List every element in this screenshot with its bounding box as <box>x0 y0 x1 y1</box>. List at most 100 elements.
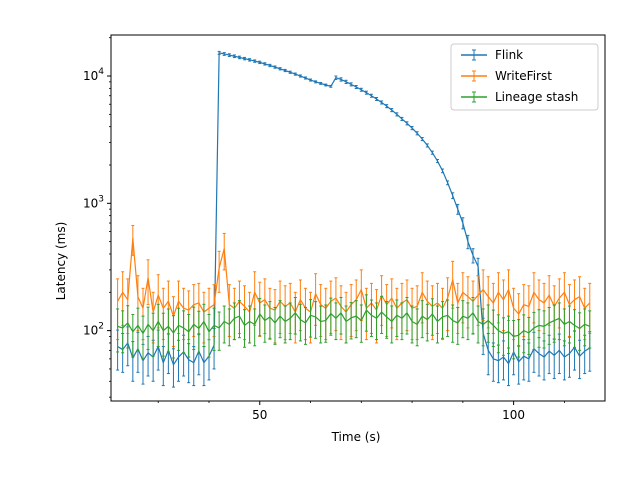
error-bar <box>263 304 267 343</box>
axes-border <box>110 34 606 402</box>
error-bar <box>537 309 541 348</box>
error-bar <box>268 301 272 339</box>
error-bar <box>395 299 399 337</box>
error-bar <box>146 259 150 306</box>
legend-entry-writefirst: WriteFirst <box>461 69 552 83</box>
error-bar <box>456 306 460 345</box>
x-axis-label: Time (s) <box>331 430 381 444</box>
error-bar <box>588 310 592 349</box>
x-tick-label: 50 <box>252 408 267 422</box>
error-bar <box>156 303 160 348</box>
legend-box <box>450 43 599 111</box>
error-bar <box>339 297 343 335</box>
x-tick-label: 100 <box>502 408 525 422</box>
error-bar <box>451 304 455 343</box>
error-bar <box>522 314 526 354</box>
legend-entry-flink: Flink <box>461 48 523 62</box>
error-bar <box>329 297 333 336</box>
error-bar <box>420 300 424 339</box>
error-bar <box>131 313 135 358</box>
error-bar <box>481 308 485 347</box>
error-bar <box>507 315 511 355</box>
error-bar <box>319 305 323 344</box>
series-lineage-stash <box>116 294 592 360</box>
error-bar <box>217 311 221 351</box>
error-bar <box>532 311 536 351</box>
error-bar <box>232 302 236 341</box>
y-tick-label: 103 <box>83 194 104 210</box>
error-bar <box>400 302 404 341</box>
legend-label-flink: Flink <box>495 48 523 62</box>
legend-entry-lineage-stash: Lineage stash <box>461 90 578 104</box>
error-bar <box>121 310 125 354</box>
error-bar <box>547 306 551 345</box>
error-bar <box>501 317 505 356</box>
error-bar <box>583 308 587 347</box>
axis-ticks: 50 100 102 103 104 <box>83 37 565 422</box>
error-bar <box>369 299 373 337</box>
y-tick-label: 104 <box>83 67 104 83</box>
error-bar <box>166 308 170 353</box>
plot-area <box>116 50 592 388</box>
error-bar <box>430 298 434 336</box>
error-bar <box>354 300 358 339</box>
error-bar <box>187 313 191 358</box>
error-bar <box>405 297 409 335</box>
error-bar <box>273 306 277 345</box>
error-bar <box>116 308 120 353</box>
series-line <box>117 309 590 338</box>
error-bar <box>517 319 521 358</box>
error-bar <box>476 305 480 344</box>
error-bar <box>557 302 561 341</box>
error-bar <box>491 309 495 348</box>
error-bar <box>446 299 450 337</box>
error-bar <box>390 305 394 344</box>
error-bar <box>309 299 313 338</box>
error-bar <box>126 305 130 349</box>
error-bar <box>248 305 252 344</box>
error-bar <box>496 314 500 354</box>
error-bar <box>182 310 186 354</box>
error-bar <box>375 302 379 341</box>
error-bar <box>486 304 490 343</box>
error-bar <box>161 312 165 357</box>
error-bar <box>278 300 282 339</box>
error-bar <box>441 301 445 339</box>
error-bar <box>562 308 566 347</box>
error-bar <box>136 307 140 351</box>
legend-label-writefirst: WriteFirst <box>495 69 552 83</box>
error-bar <box>222 305 226 344</box>
error-bar <box>171 315 175 359</box>
error-bar <box>243 309 247 348</box>
error-bar <box>552 304 556 343</box>
series-line <box>117 52 591 366</box>
error-bar <box>527 316 531 355</box>
error-bar <box>177 307 181 351</box>
error-bar <box>197 310 201 355</box>
error-bar <box>314 301 318 339</box>
error-bar <box>415 308 419 347</box>
error-bar <box>435 305 439 344</box>
error-bar <box>410 305 414 344</box>
error-bar <box>349 302 353 340</box>
error-bar <box>324 304 328 343</box>
error-bar <box>227 308 231 347</box>
error-bar <box>303 306 307 345</box>
error-bar <box>253 308 257 347</box>
error-bar <box>573 309 577 348</box>
error-bar <box>542 310 546 349</box>
y-axis-label: Latency (ms) <box>54 222 68 301</box>
error-bar <box>283 305 287 344</box>
error-bar <box>380 296 384 334</box>
error-bar <box>385 301 389 339</box>
error-bar <box>567 305 571 344</box>
error-bar <box>212 307 216 351</box>
error-bar <box>359 304 363 343</box>
error-bar <box>578 312 582 351</box>
error-bar <box>288 302 292 341</box>
error-bar <box>192 306 196 351</box>
error-bar <box>344 305 348 344</box>
error-bar <box>471 297 475 335</box>
error-bar <box>207 313 211 358</box>
